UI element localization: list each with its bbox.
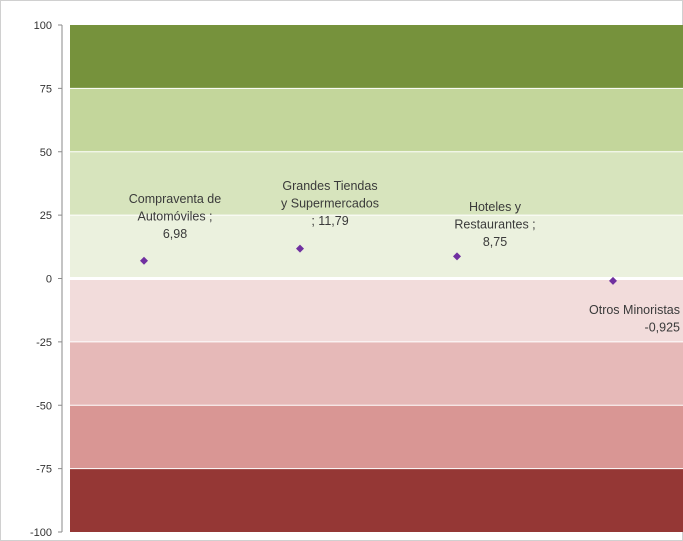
y-tick-label: 50 — [40, 147, 52, 159]
y-tick-label: 75 — [40, 83, 52, 95]
y-tick-label: 100 — [34, 20, 52, 32]
data-label-line: Hoteles y — [469, 200, 522, 214]
data-label-line: Restaurantes ; — [454, 218, 535, 232]
data-label-line: 8,75 — [483, 235, 507, 249]
data-label-line: -0,925 — [645, 321, 680, 335]
data-label-line: Grandes Tiendas — [282, 179, 377, 193]
band-0 — [70, 25, 683, 89]
data-label-3: Hoteles y Restaurantes ; 8,75 — [454, 200, 535, 249]
band-3 — [70, 215, 683, 279]
band-4 — [70, 278, 683, 342]
y-tick-label: -25 — [36, 337, 52, 349]
data-label-1: Compraventa de Automóviles ; 6,98 — [129, 192, 221, 241]
data-labels: Compraventa de Automóviles ; 6,98 Grandes T… — [129, 179, 680, 335]
y-tick-label: -100 — [30, 527, 52, 539]
data-label-line: y Supermercados — [281, 197, 379, 211]
data-point-2 — [296, 244, 304, 253]
background-bands — [70, 25, 683, 532]
data-label-line: Otros Minoristas — [589, 303, 680, 317]
band-7 — [70, 468, 683, 532]
y-tick-label: -50 — [36, 400, 52, 412]
y-tick-label: 0 — [46, 274, 52, 286]
band-1 — [70, 88, 683, 152]
y-tick-label: -75 — [36, 464, 52, 476]
data-point-4 — [609, 276, 617, 285]
band-2 — [70, 151, 683, 216]
band-5 — [70, 341, 683, 406]
y-axis: 100 75 50 25 0 -25 -50 -75 -100 — [30, 20, 63, 539]
data-label-line: Automóviles ; — [137, 210, 212, 224]
data-label-line: ; 11,79 — [311, 214, 348, 228]
band-6 — [70, 405, 683, 469]
data-label-2: Grandes Tiendas y Supermercados ; 11,79 — [281, 179, 379, 228]
y-tick-label: 25 — [40, 210, 52, 222]
data-label-line: 6,98 — [163, 227, 187, 241]
data-points — [140, 244, 617, 285]
data-label-4: Otros Minoristas -0,925 — [589, 303, 680, 335]
data-point-1 — [140, 256, 148, 265]
data-point-3 — [453, 252, 461, 261]
data-label-line: Compraventa de — [129, 192, 221, 206]
